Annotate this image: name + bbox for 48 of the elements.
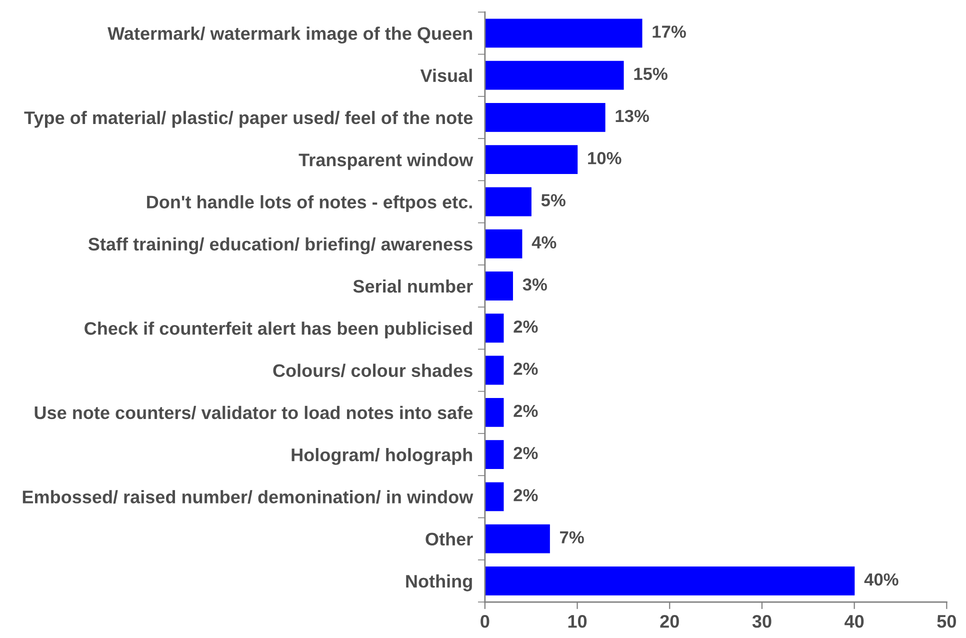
- data-label: 40%: [864, 573, 898, 586]
- y-tick-label: Serial number: [353, 279, 473, 293]
- bar: [484, 566, 855, 596]
- data-label: 10%: [588, 152, 622, 164]
- data-label: 15%: [634, 68, 668, 80]
- y-tick-label: Hologram/ holograph: [292, 448, 472, 465]
- y-tick-label: Staff training/ education/ briefing/ awareness: [88, 237, 472, 254]
- bar: [484, 524, 550, 554]
- y-tick-label: Watermark/ watermark image of the Queen: [108, 26, 472, 44]
- y-tick-label: Nothing: [406, 574, 472, 592]
- y-tick-label: Type of material/ plastic/ paper used/ feel of the note: [24, 110, 473, 128]
- bar: [484, 356, 504, 385]
- bar: [484, 398, 504, 427]
- bar: [484, 440, 504, 470]
- y-tick-label: Other: [426, 532, 473, 546]
- data-label: 17%: [652, 26, 686, 38]
- x-tick-label: 50: [937, 614, 956, 628]
- y-tick-label: Transparent window: [298, 153, 474, 170]
- data-label: 3%: [522, 278, 547, 291]
- y-tick-label: Embossed/ raised number/ demonination/ in window: [22, 490, 474, 504]
- bar: [484, 60, 624, 90]
- data-label: 2%: [514, 489, 538, 502]
- y-tick-label: Colours/ colour shades: [273, 364, 472, 378]
- x-tick-label: 10: [568, 614, 587, 628]
- y-tick-label: Use note counters/ validator to load notes into safe: [34, 406, 473, 420]
- bar: [484, 272, 513, 300]
- data-label: 2%: [514, 404, 538, 418]
- bar: [484, 145, 578, 174]
- bar: [484, 18, 642, 48]
- data-label: 2%: [514, 362, 538, 375]
- data-label: 7%: [560, 531, 584, 544]
- y-tick-label: Don't handle lots of notes - eftpos etc.: [147, 195, 472, 212]
- x-tick-label: 0: [480, 614, 490, 628]
- y-tick-label: Check if counterfeit alert has been publicised: [84, 322, 472, 338]
- bar: [484, 229, 522, 258]
- data-label: 2%: [514, 446, 538, 460]
- bar: [484, 102, 606, 132]
- bar: [484, 482, 504, 512]
- bar: [484, 187, 532, 216]
- bar: [484, 314, 504, 343]
- data-label: 5%: [541, 194, 566, 206]
- x-tick-label: 30: [752, 614, 772, 628]
- x-tick-label: 40: [844, 614, 864, 628]
- data-label: 13%: [616, 110, 649, 122]
- y-tick-label: Visual: [420, 68, 472, 82]
- x-tick-label: 20: [660, 614, 679, 628]
- data-label: 4%: [532, 236, 556, 248]
- data-label: 2%: [514, 320, 538, 333]
